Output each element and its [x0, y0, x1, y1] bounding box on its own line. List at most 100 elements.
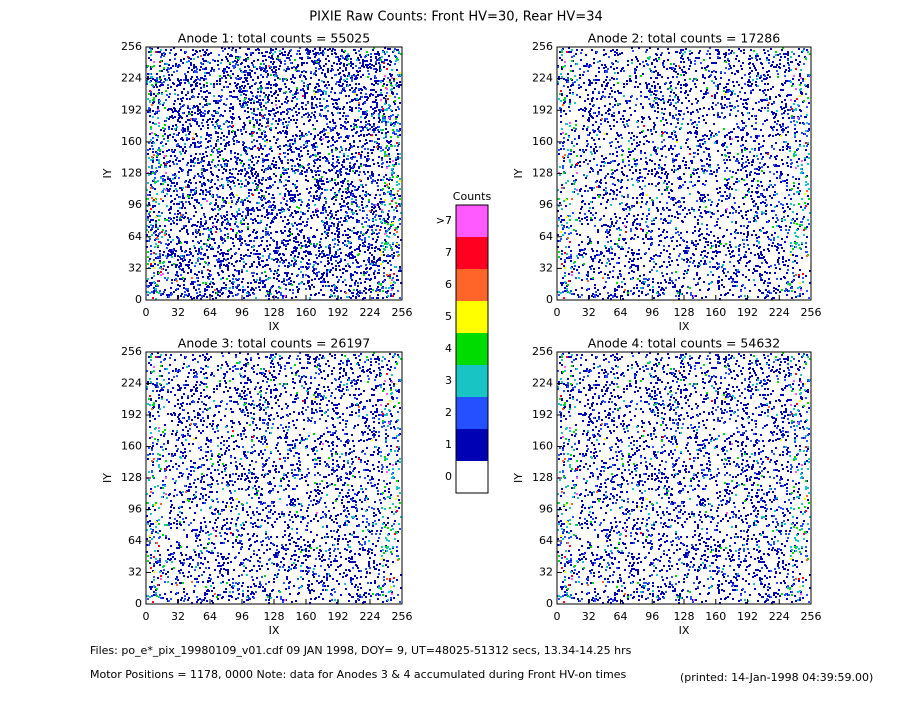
- density-texture: [146, 49, 402, 300]
- colorbar-swatch: [456, 205, 488, 237]
- x-tick-label: 128: [264, 306, 285, 319]
- panel-title: Anode 3: total counts = 26197: [178, 336, 370, 351]
- y-tick-label: 224: [121, 72, 142, 85]
- x-axis-label: IX: [269, 624, 280, 637]
- colorbar-swatch: [456, 269, 488, 301]
- y-tick-label: 160: [532, 440, 553, 453]
- y-tick-label: 32: [539, 261, 553, 274]
- x-tick-label: 192: [328, 306, 349, 319]
- panel-title: Anode 1: total counts = 55025: [178, 31, 370, 46]
- y-tick-label: 96: [539, 198, 553, 211]
- y-tick-label: 96: [128, 198, 142, 211]
- x-tick-label: 0: [554, 610, 561, 623]
- x-tick-label: 256: [392, 610, 413, 623]
- y-tick-label: 192: [121, 103, 142, 116]
- colorbar-label: 4: [445, 342, 452, 355]
- y-tick-label: 128: [532, 167, 553, 180]
- y-tick-label: 256: [532, 345, 553, 358]
- colorbar-swatch: [456, 301, 488, 333]
- colorbar-swatch: [456, 429, 488, 461]
- y-tick-label: 128: [121, 471, 142, 484]
- y-tick-label: 224: [532, 377, 553, 390]
- y-tick-label: 32: [128, 566, 142, 579]
- x-tick-label: 128: [264, 610, 285, 623]
- colorbar-label: 3: [445, 374, 452, 387]
- page-title: PIXIE Raw Counts: Front HV=30, Rear HV=3…: [309, 10, 603, 25]
- colorbar-label: 6: [445, 278, 452, 291]
- colorbar-label: 1: [445, 438, 452, 451]
- density-texture: [146, 47, 401, 299]
- y-tick-label: 128: [121, 167, 142, 180]
- x-tick-label: 128: [674, 610, 695, 623]
- x-tick-label: 32: [171, 306, 185, 319]
- footer-motor: Motor Positions = 1178, 0000 Note: data …: [90, 668, 626, 681]
- x-tick-label: 32: [171, 610, 185, 623]
- y-tick-label: 64: [539, 534, 553, 547]
- x-axis-label: IX: [269, 320, 280, 333]
- y-tick-label: 64: [128, 230, 142, 243]
- x-tick-label: 256: [392, 306, 413, 319]
- x-tick-label: 96: [645, 306, 659, 319]
- x-tick-label: 224: [360, 610, 381, 623]
- colorbar-swatch: [456, 397, 488, 429]
- x-tick-label: 0: [143, 610, 150, 623]
- colorbar-swatch: [456, 461, 488, 493]
- x-tick-label: 128: [674, 306, 695, 319]
- y-tick-label: 64: [539, 230, 553, 243]
- y-axis-label: IY: [101, 168, 114, 178]
- y-tick-label: 96: [128, 503, 142, 516]
- y-tick-label: 192: [121, 408, 142, 421]
- x-tick-label: 160: [296, 306, 317, 319]
- y-axis-label: IY: [101, 473, 114, 483]
- x-tick-label: 64: [203, 610, 217, 623]
- colorbar-swatch: [456, 365, 488, 397]
- x-tick-label: 224: [769, 306, 790, 319]
- y-tick-label: 256: [121, 40, 142, 53]
- density-texture: [146, 47, 402, 300]
- colorbar-label: 0: [445, 470, 452, 483]
- y-tick-label: 128: [532, 471, 553, 484]
- x-tick-label: 192: [328, 610, 349, 623]
- x-tick-label: 256: [801, 610, 822, 623]
- y-tick-label: 0: [135, 597, 142, 610]
- x-tick-label: 64: [614, 306, 628, 319]
- x-tick-label: 160: [296, 610, 317, 623]
- colorbar-label: >7: [436, 214, 452, 227]
- x-tick-label: 0: [143, 306, 150, 319]
- x-tick-label: 96: [235, 306, 249, 319]
- y-tick-label: 224: [532, 72, 553, 85]
- x-tick-label: 96: [645, 610, 659, 623]
- panel-title: Anode 2: total counts = 17286: [588, 31, 780, 46]
- x-tick-label: 160: [705, 306, 726, 319]
- y-tick-label: 256: [121, 345, 142, 358]
- y-axis-label: IY: [512, 168, 525, 178]
- x-tick-label: 192: [737, 306, 758, 319]
- colorbar-label: 7: [445, 246, 452, 259]
- y-axis-label: IY: [512, 473, 525, 483]
- x-tick-label: 192: [737, 610, 758, 623]
- y-tick-label: 0: [135, 293, 142, 306]
- footer-files: Files: po_e*_pix_19980109_v01.cdf 09 JAN…: [90, 644, 632, 657]
- y-tick-label: 0: [546, 597, 553, 610]
- x-tick-label: 224: [360, 306, 381, 319]
- y-tick-label: 256: [532, 40, 553, 53]
- y-tick-label: 160: [121, 135, 142, 148]
- x-axis-label: IX: [679, 320, 690, 333]
- y-tick-label: 224: [121, 377, 142, 390]
- x-tick-label: 0: [554, 306, 561, 319]
- x-tick-label: 256: [801, 306, 822, 319]
- x-tick-label: 96: [235, 610, 249, 623]
- y-tick-label: 96: [539, 503, 553, 516]
- density-texture: [557, 47, 811, 300]
- x-tick-label: 224: [769, 610, 790, 623]
- y-tick-label: 160: [532, 135, 553, 148]
- x-axis-label: IX: [679, 624, 690, 637]
- density-texture: [557, 352, 811, 604]
- colorbar-title: Counts: [453, 190, 492, 203]
- colorbar-label: 2: [445, 406, 452, 419]
- colorbar-swatch: [456, 333, 488, 365]
- x-tick-label: 64: [614, 610, 628, 623]
- y-tick-label: 192: [532, 408, 553, 421]
- y-tick-label: 0: [546, 293, 553, 306]
